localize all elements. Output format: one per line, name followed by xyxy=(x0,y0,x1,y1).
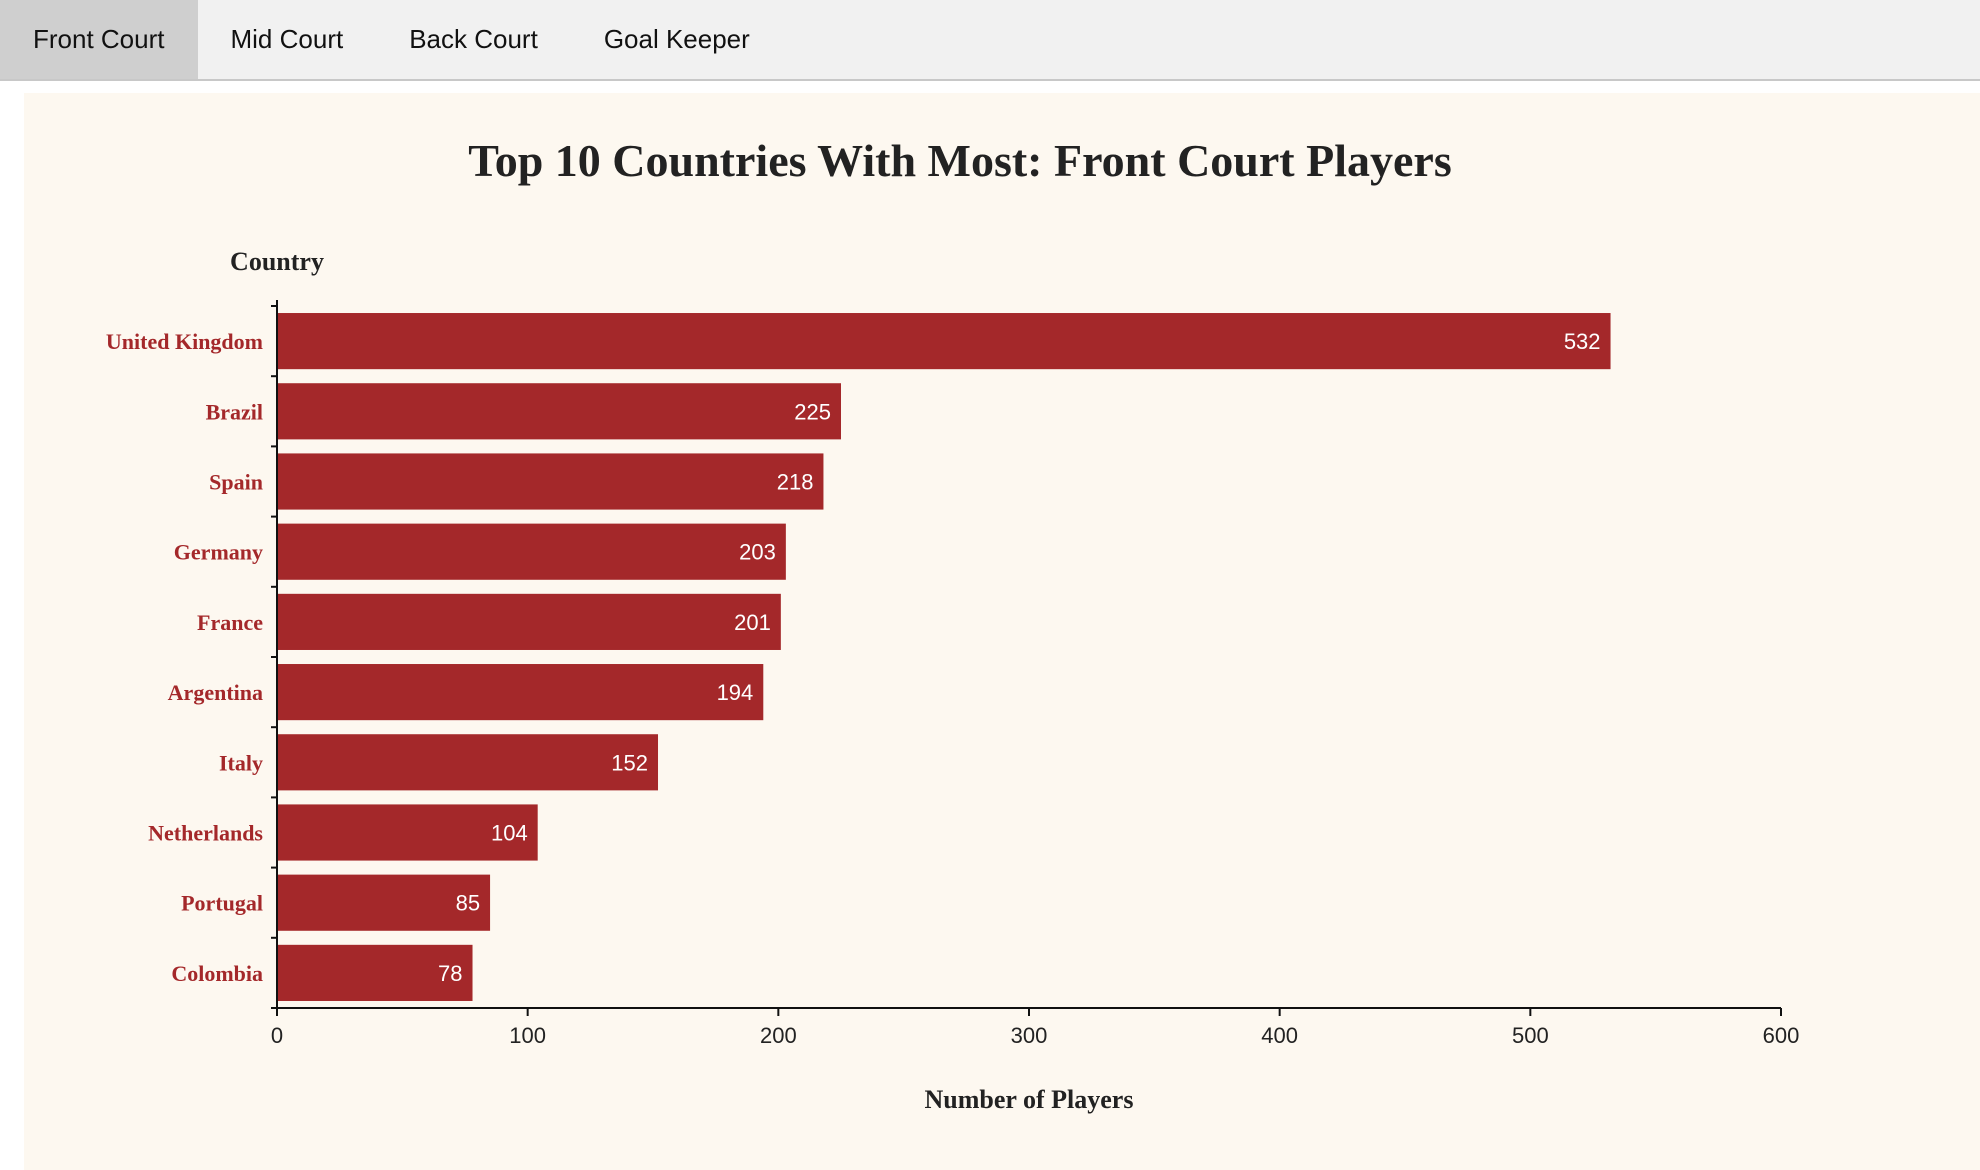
bar-france xyxy=(277,593,781,650)
bar-united-kingdom xyxy=(277,313,1611,370)
y-tick-label-italy: Italy xyxy=(219,750,263,775)
x-tick-label: 200 xyxy=(760,1023,797,1048)
tab-back-court[interactable]: Back Court xyxy=(409,24,538,54)
data-label-colombia: 78 xyxy=(438,961,462,986)
tab-front-court[interactable]: Front Court xyxy=(0,0,198,79)
bar-chart: Top 10 Countries With Most: Front Court … xyxy=(106,135,1799,1114)
bar-argentina xyxy=(277,664,764,721)
tab-bar: Front Court Mid Court Back Court Goal Ke… xyxy=(0,0,1980,81)
bar-portugal xyxy=(277,874,491,931)
axes-group: United Kingdom Brazil Spain Germany France Ar… xyxy=(106,300,1799,1048)
bar-colombia xyxy=(277,944,473,1001)
y-tick-label-portugal: Portugal xyxy=(181,891,263,916)
data-label-argentina: 194 xyxy=(717,680,754,705)
bar-brazil xyxy=(277,383,841,440)
data-label-netherlands: 104 xyxy=(491,821,528,846)
x-tick-label: 300 xyxy=(1011,1023,1048,1048)
x-tick-label: 400 xyxy=(1261,1023,1298,1048)
bar-germany xyxy=(277,523,786,580)
chart-panel: Top 10 Countries With Most: Front Court … xyxy=(24,93,1980,1170)
tab-goal-keeper[interactable]: Goal Keeper xyxy=(603,24,750,54)
x-tick-label: 0 xyxy=(271,1023,283,1048)
bar-netherlands xyxy=(277,804,538,861)
y-tick-label-brazil: Brazil xyxy=(206,399,263,424)
data-label-portugal: 85 xyxy=(456,891,480,916)
chart-title: Top 10 Countries With Most: Front Court … xyxy=(468,135,1451,186)
data-label-spain: 218 xyxy=(777,470,814,495)
x-tick-label: 100 xyxy=(509,1023,546,1048)
data-label-brazil: 225 xyxy=(794,399,831,424)
data-label-france: 201 xyxy=(734,610,771,635)
y-tick-label-spain: Spain xyxy=(209,470,263,495)
bar-spain xyxy=(277,453,824,510)
x-tick-label: 500 xyxy=(1512,1023,1549,1048)
y-tick-label-germany: Germany xyxy=(174,540,263,565)
data-label-italy: 152 xyxy=(611,750,648,775)
y-tick-label-united-kingdom: United Kingdom xyxy=(106,329,263,354)
y-tick-label-netherlands: Netherlands xyxy=(148,821,263,846)
data-label-united-kingdom: 532 xyxy=(1564,329,1601,354)
x-tick-label: 600 xyxy=(1763,1023,1800,1048)
data-label-germany: 203 xyxy=(739,540,776,565)
y-tick-label-argentina: Argentina xyxy=(168,680,263,705)
bar-italy xyxy=(277,734,659,791)
x-axis-label: Number of Players xyxy=(925,1085,1134,1114)
bars-group: 532 225 218 203 201 194 152 104 85 78 xyxy=(277,313,1611,1001)
y-tick-label-france: France xyxy=(197,610,263,635)
y-axis-label: Country xyxy=(230,247,324,276)
tab-mid-court[interactable]: Mid Court xyxy=(230,24,344,54)
y-tick-label-colombia: Colombia xyxy=(171,961,263,986)
